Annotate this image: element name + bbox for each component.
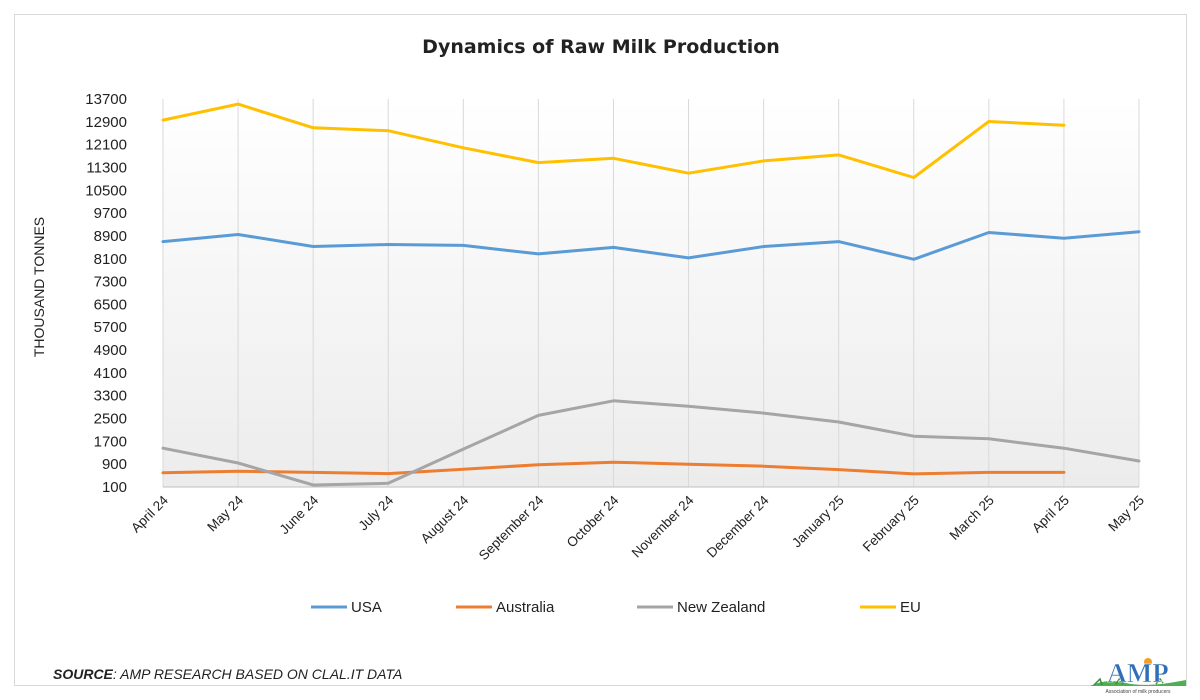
y-tick-label: 13700 — [85, 91, 127, 108]
chart-svg: Dynamics of Raw Milk Production THOUSAND… — [31, 36, 1147, 616]
series-line-australia — [161, 460, 1066, 476]
source-text: : AMP RESEARCH BASED ON CLAL.IT DATA — [112, 666, 403, 682]
legend: USA Australia New Zealand EU — [311, 599, 921, 616]
legend-label: EU — [900, 599, 921, 616]
x-tick-label: January 25 — [789, 493, 847, 551]
plot-area — [163, 99, 1139, 487]
x-tick-label: July 24 — [355, 492, 396, 533]
x-tick-label: April 24 — [128, 492, 171, 535]
amp-logo: AMP Association of milk producers — [1090, 658, 1186, 695]
x-tick-label: December 24 — [704, 492, 772, 560]
x-axis-ticks: April 24 May 24 June 24 July 24 August 24 Sep… — [128, 492, 1147, 563]
legend-label: USA — [351, 599, 382, 616]
series-line-new-zealand — [161, 399, 1141, 487]
y-tick-label: 12900 — [85, 114, 127, 131]
series-lines — [161, 102, 1141, 487]
y-tick-label: 7300 — [94, 274, 127, 291]
y-tick-label: 100 — [102, 479, 127, 496]
y-tick-label: 9700 — [94, 205, 127, 222]
svg-text:AMP: AMP — [1107, 658, 1168, 688]
svg-text:Association of milk producers: Association of milk producers — [1105, 689, 1171, 695]
x-tick-label: May 25 — [1105, 493, 1147, 535]
y-tick-label: 11300 — [86, 159, 127, 176]
y-tick-label: 4100 — [94, 365, 127, 382]
y-tick-label: 2500 — [94, 411, 127, 428]
y-axis-label: THOUSAND TONNES — [31, 217, 47, 357]
x-tick-label: June 24 — [277, 492, 322, 537]
x-tick-label: February 25 — [860, 493, 922, 555]
y-axis-ticks: 100 900 1700 2500 3300 4100 4900 5700 6500 7300 81… — [85, 91, 127, 496]
y-tick-label: 12100 — [85, 137, 127, 154]
y-tick-label: 1700 — [94, 433, 127, 450]
chart-frame: Dynamics of Raw Milk Production THOUSAND… — [14, 14, 1187, 686]
source-label: SOURCE — [53, 666, 113, 682]
x-tick-label: September 24 — [476, 492, 547, 563]
source-note: SOURCE: AMP RESEARCH BASED ON CLAL.IT DA… — [53, 666, 402, 682]
y-tick-label: 8100 — [94, 251, 127, 268]
series-line-usa — [161, 230, 1141, 261]
x-tick-label: August 24 — [418, 492, 472, 546]
y-tick-label: 8900 — [94, 228, 127, 245]
y-tick-label: 3300 — [94, 388, 127, 405]
y-tick-label: 4900 — [94, 342, 127, 359]
x-tick-label: April 25 — [1029, 493, 1072, 536]
y-tick-label: 6500 — [94, 296, 127, 313]
y-tick-label: 900 — [102, 456, 127, 473]
x-tick-label: November 24 — [629, 492, 697, 560]
y-tick-label: 10500 — [85, 182, 127, 199]
x-tick-label: May 24 — [204, 492, 246, 534]
x-tick-label: October 24 — [564, 492, 622, 550]
chart-title: Dynamics of Raw Milk Production — [422, 36, 780, 58]
legend-label: New Zealand — [677, 599, 765, 616]
x-tick-label: March 25 — [947, 493, 997, 543]
series-line-eu — [161, 102, 1066, 179]
legend-label: Australia — [496, 599, 555, 616]
y-tick-label: 5700 — [94, 319, 127, 336]
